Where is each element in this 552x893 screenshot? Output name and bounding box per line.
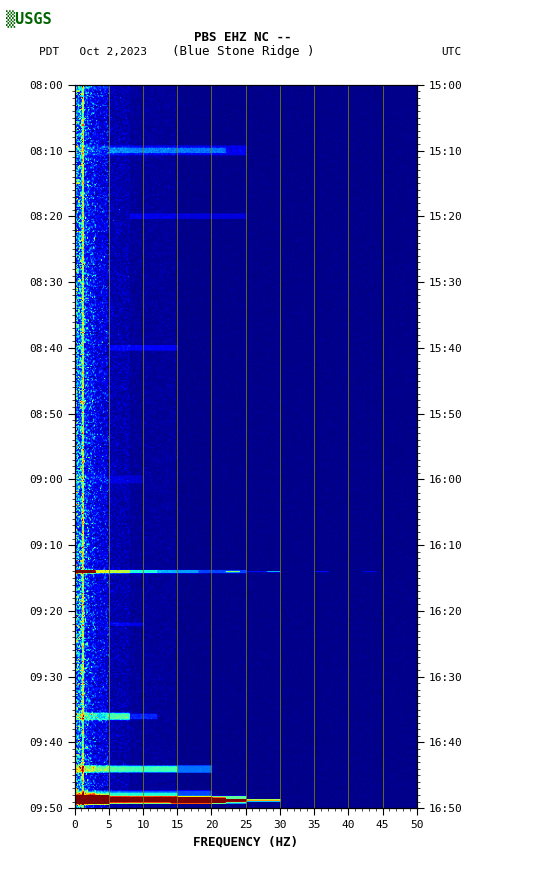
Text: PDT   Oct 2,2023: PDT Oct 2,2023 (39, 46, 147, 57)
Text: ▒USGS: ▒USGS (6, 11, 51, 29)
Text: PBS EHZ NC --: PBS EHZ NC -- (194, 31, 291, 44)
X-axis label: FREQUENCY (HZ): FREQUENCY (HZ) (193, 836, 298, 848)
Text: (Blue Stone Ridge ): (Blue Stone Ridge ) (172, 46, 314, 58)
Text: UTC: UTC (442, 46, 462, 57)
